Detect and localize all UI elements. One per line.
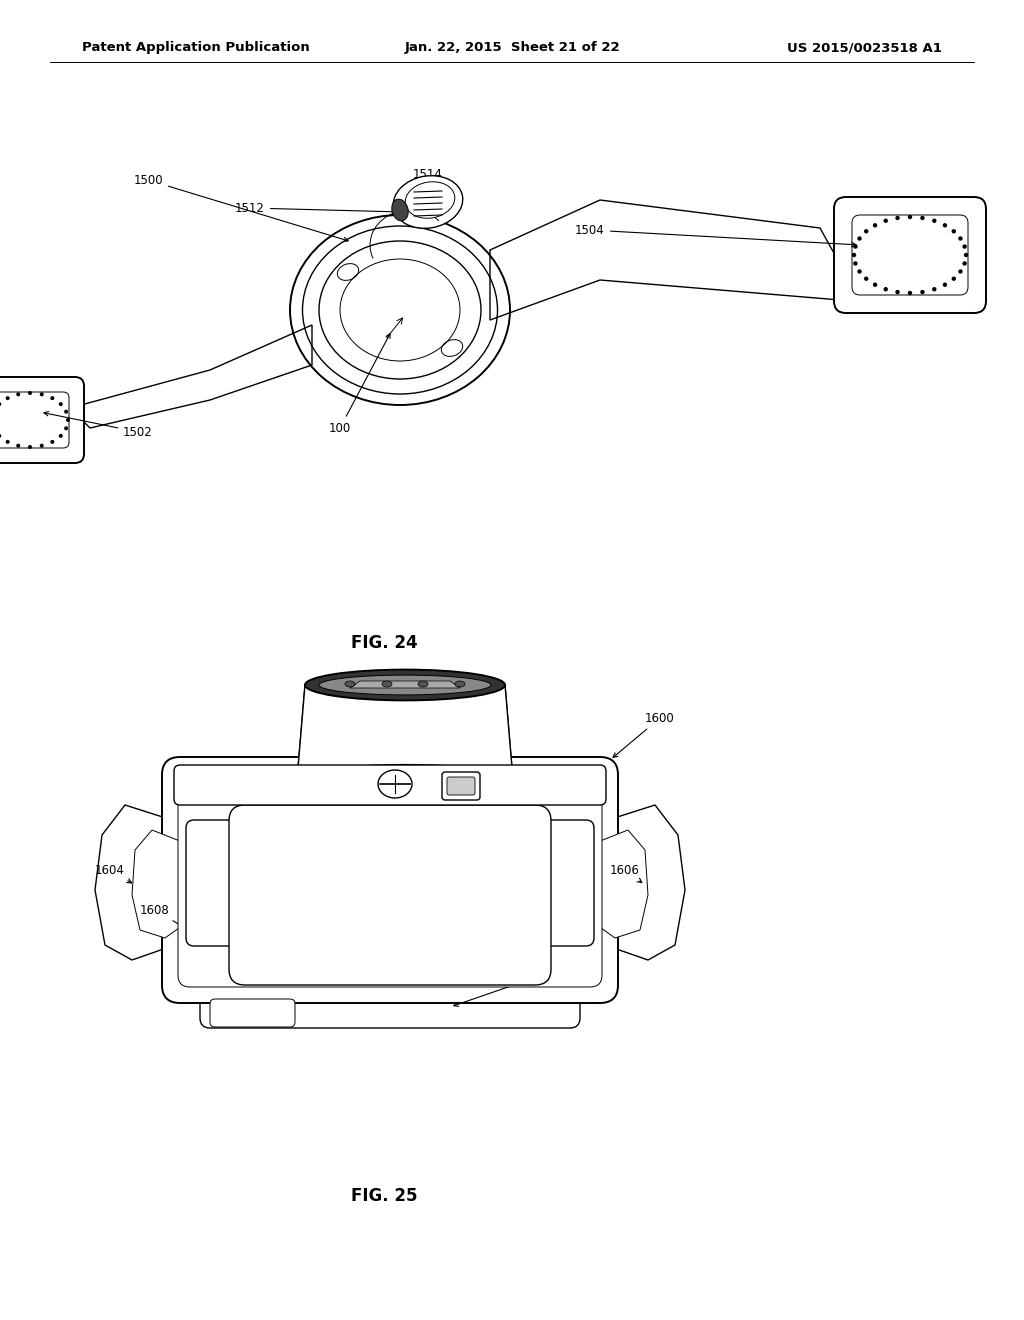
Circle shape [857,236,862,240]
Text: 1608: 1608 [140,903,202,939]
Ellipse shape [455,681,465,686]
Circle shape [66,418,70,422]
Circle shape [16,444,20,447]
Polygon shape [95,805,175,960]
Ellipse shape [305,669,505,701]
Text: 100: 100 [329,334,390,434]
Circle shape [932,219,937,223]
FancyBboxPatch shape [210,999,295,1027]
Circle shape [0,403,1,407]
Circle shape [872,282,878,286]
Circle shape [864,230,868,234]
Circle shape [65,409,69,413]
Polygon shape [350,681,460,688]
Circle shape [908,290,912,296]
Ellipse shape [382,681,392,686]
Polygon shape [605,805,685,960]
Circle shape [864,276,868,281]
Circle shape [28,445,32,449]
Circle shape [16,392,20,396]
Text: Patent Application Publication: Patent Application Publication [82,41,309,54]
Text: 1610: 1610 [454,969,555,1006]
Ellipse shape [345,681,355,686]
Circle shape [951,276,956,281]
Circle shape [895,215,900,220]
Ellipse shape [418,681,428,686]
Circle shape [58,403,62,407]
Circle shape [28,391,32,395]
Circle shape [963,261,967,265]
Ellipse shape [393,176,463,228]
Polygon shape [590,830,648,939]
FancyBboxPatch shape [186,820,254,946]
Circle shape [58,434,62,438]
Circle shape [958,269,963,273]
Text: US 2015/0023518 A1: US 2015/0023518 A1 [787,41,942,54]
Circle shape [0,434,1,438]
Circle shape [943,282,947,286]
Circle shape [921,215,925,220]
Ellipse shape [392,199,409,220]
FancyBboxPatch shape [526,820,594,946]
Circle shape [963,244,967,248]
Text: 1606: 1606 [610,863,642,883]
Ellipse shape [319,675,490,694]
Text: FIG. 25: FIG. 25 [351,1187,417,1205]
Text: 100: 100 [382,678,409,713]
Circle shape [853,244,858,248]
Text: 1500: 1500 [133,173,348,242]
Ellipse shape [378,770,412,799]
Text: 1600: 1600 [613,711,675,758]
Polygon shape [70,325,312,428]
Text: 1602: 1602 [181,784,281,807]
FancyBboxPatch shape [229,805,551,985]
Circle shape [908,215,912,219]
Circle shape [958,236,963,240]
Circle shape [65,426,69,430]
Text: 1504: 1504 [575,223,856,247]
Ellipse shape [406,182,455,218]
Polygon shape [297,685,513,780]
FancyBboxPatch shape [442,772,480,800]
FancyBboxPatch shape [200,975,580,1028]
Circle shape [951,230,956,234]
Circle shape [884,219,888,223]
FancyBboxPatch shape [447,777,475,795]
Text: 1502: 1502 [44,412,153,438]
Circle shape [853,261,858,265]
FancyBboxPatch shape [178,774,602,987]
FancyBboxPatch shape [0,378,84,463]
Text: 1514: 1514 [413,169,446,183]
Circle shape [852,253,856,257]
Circle shape [884,286,888,292]
Text: 1604: 1604 [95,863,131,883]
Circle shape [6,396,9,400]
Circle shape [932,286,937,292]
Circle shape [943,223,947,227]
Polygon shape [132,830,190,939]
Text: 1512: 1512 [236,202,399,214]
FancyBboxPatch shape [834,197,986,313]
Ellipse shape [297,764,513,796]
Circle shape [40,444,44,447]
Text: FIG. 24: FIG. 24 [350,634,418,652]
Circle shape [921,290,925,294]
FancyBboxPatch shape [174,766,606,805]
Circle shape [6,440,9,444]
Circle shape [895,290,900,294]
Circle shape [857,269,862,273]
Text: Jan. 22, 2015  Sheet 21 of 22: Jan. 22, 2015 Sheet 21 of 22 [404,41,620,54]
Circle shape [50,440,54,444]
Circle shape [872,223,878,227]
FancyBboxPatch shape [162,756,618,1003]
Polygon shape [490,201,840,319]
Circle shape [40,392,44,396]
Circle shape [964,253,969,257]
Circle shape [50,396,54,400]
